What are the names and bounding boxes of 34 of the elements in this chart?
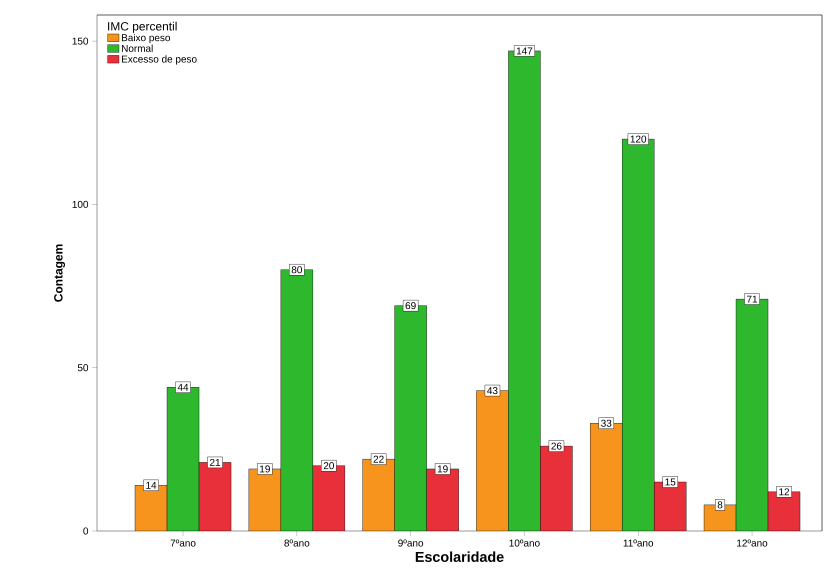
x-tick-label: 12ºano (737, 540, 768, 547)
data-label: 80 (292, 266, 302, 274)
y-tick-label: 0 (83, 527, 88, 535)
data-label: 147 (516, 47, 532, 54)
data-label: 69 (406, 302, 416, 310)
data-label: 20 (324, 462, 334, 470)
data-label: 22 (374, 456, 384, 463)
data-label: 33 (601, 420, 612, 427)
y-axis-title: Contagem (54, 244, 66, 302)
data-label: 26 (551, 442, 562, 450)
data-label: 12 (779, 488, 790, 496)
data-label: 15 (665, 478, 676, 486)
data-label: 21 (210, 458, 220, 466)
data-label: 8 (718, 501, 722, 508)
data-label: 43 (487, 387, 498, 394)
data-label: 19 (438, 465, 448, 472)
y-tick-label: 100 (72, 200, 88, 208)
y-tick-label: 50 (78, 364, 88, 372)
x-tick-label: 10ºano (510, 540, 540, 547)
legend-label: Excesso de peso (122, 55, 197, 65)
x-tick-label: 8ºano (284, 540, 310, 547)
x-tick-label: 9ºano (398, 540, 424, 547)
data-label: 44 (178, 384, 188, 391)
data-label: 71 (747, 296, 758, 303)
x-tick-label: 11ºano (624, 540, 654, 547)
data-label: 14 (146, 482, 156, 489)
legend-label: Baixo peso (122, 34, 170, 44)
x-axis-title: Escolaridade (416, 551, 504, 562)
legend-title: IMC percentil (108, 22, 177, 33)
x-tick-label: 7ºano (170, 540, 196, 547)
data-label: 120 (630, 136, 646, 143)
legend-label: Normal (122, 44, 153, 52)
y-tick-label: 150 (72, 38, 88, 45)
data-label: 19 (260, 465, 270, 472)
